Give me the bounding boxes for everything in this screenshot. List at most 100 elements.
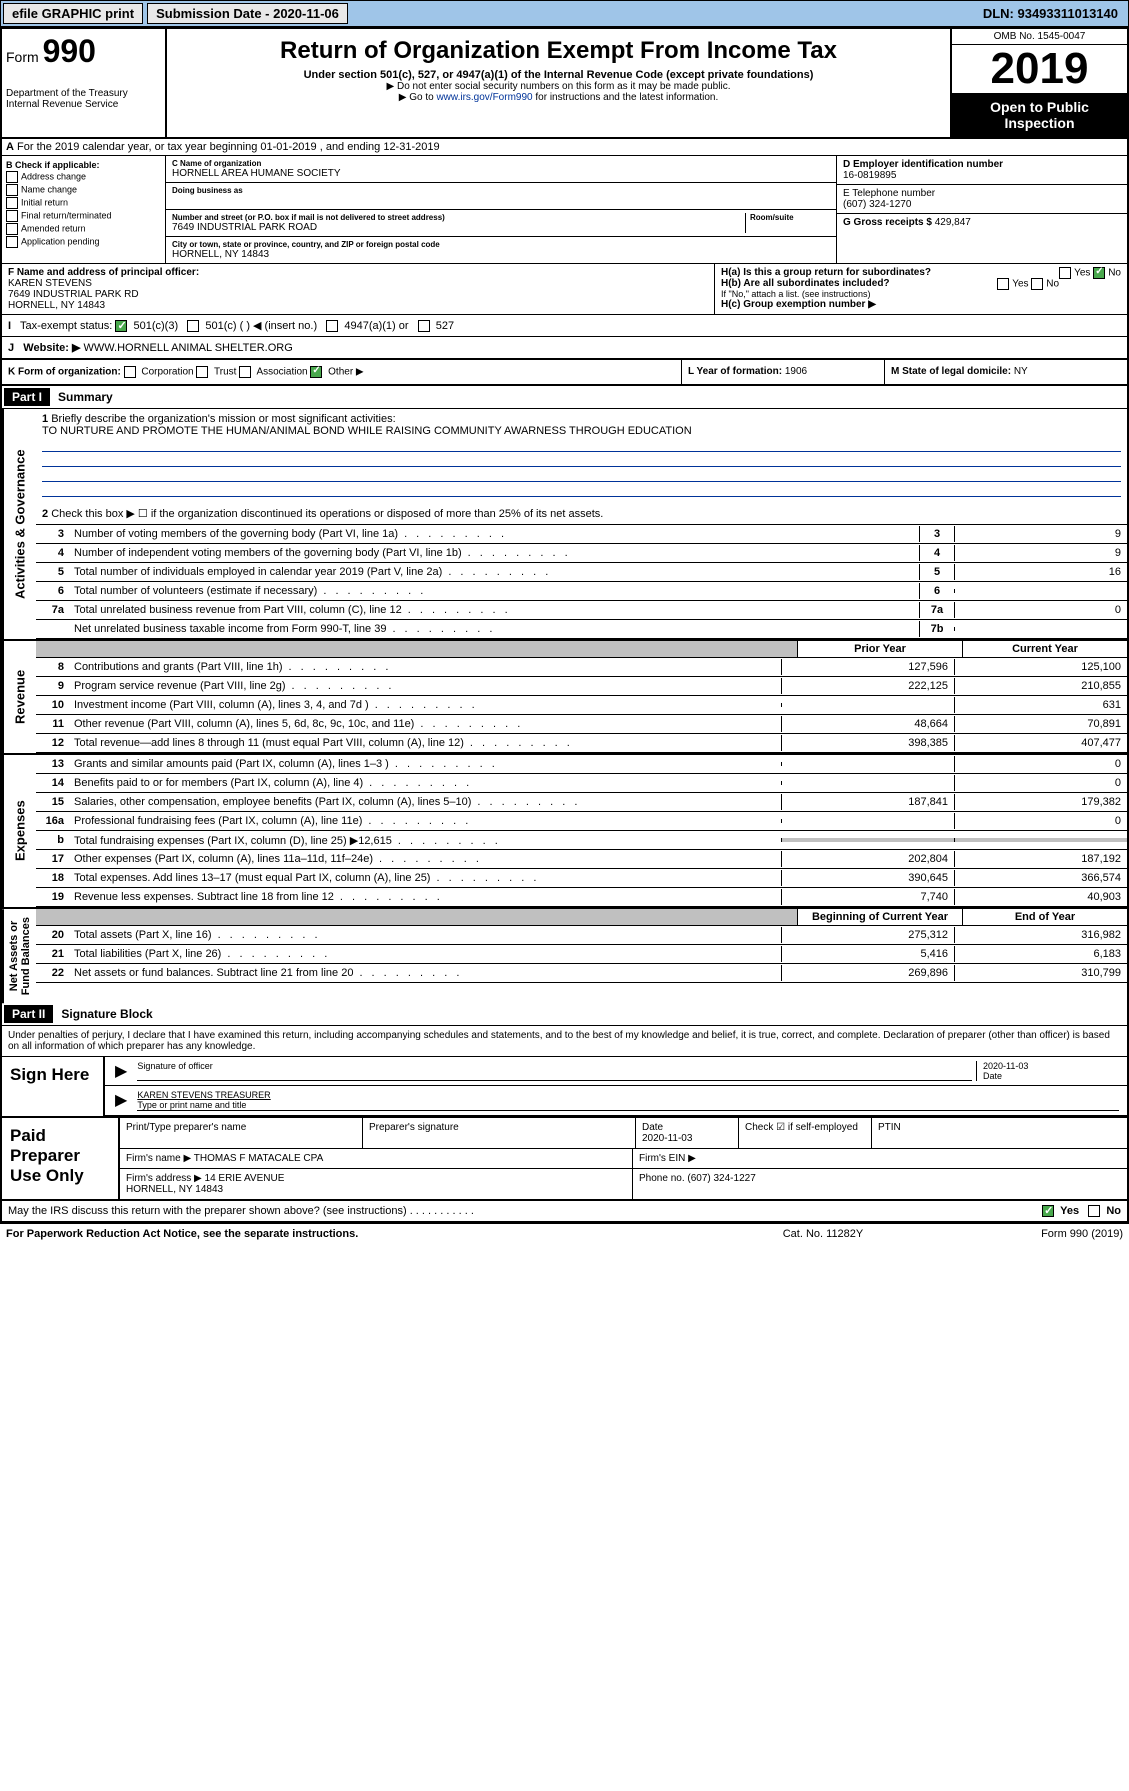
form-prefix: Form bbox=[6, 49, 39, 65]
gov-row: 3Number of voting members of the governi… bbox=[36, 525, 1127, 544]
omb-number: OMB No. 1545-0047 bbox=[952, 29, 1127, 45]
submission-button[interactable]: Submission Date - 2020-11-06 bbox=[147, 3, 348, 24]
year-formation: 1906 bbox=[785, 366, 807, 377]
paid-preparer: Paid Preparer Use Only bbox=[2, 1118, 118, 1199]
public-inspection: Open to Public Inspection bbox=[952, 93, 1127, 137]
exp-row: 17Other expenses (Part IX, column (A), l… bbox=[36, 850, 1127, 869]
exp-row: 18Total expenses. Add lines 13–17 (must … bbox=[36, 869, 1127, 888]
gov-row: 4Number of independent voting members of… bbox=[36, 544, 1127, 563]
box-c: C Name of organizationHORNELL AREA HUMAN… bbox=[166, 156, 836, 263]
col-end: End of Year bbox=[962, 909, 1127, 925]
boxb-opt[interactable]: Application pending bbox=[6, 236, 161, 248]
firm-phone: Phone no. (607) 324-1227 bbox=[633, 1169, 1127, 1199]
dept-text: Department of the Treasury Internal Reve… bbox=[6, 88, 161, 110]
part1-header: Part ISummary bbox=[2, 386, 1127, 409]
tax-status-row: I Tax-exempt status: 501(c)(3) 501(c) ( … bbox=[2, 315, 1127, 337]
form-container: Form 990 Department of the Treasury Inte… bbox=[0, 27, 1129, 1224]
boxb-opt[interactable]: Final return/terminated bbox=[6, 210, 161, 222]
dln-text: DLN: 93493311013140 bbox=[983, 6, 1126, 21]
top-bar: efile GRAPHIC print Submission Date - 20… bbox=[0, 0, 1129, 27]
prep-name-lbl: Print/Type preparer's name bbox=[120, 1118, 363, 1148]
box-deg: D Employer identification number16-08198… bbox=[836, 156, 1127, 263]
sig-officer-lbl: Signature of officer bbox=[137, 1061, 212, 1071]
rev-row: 12Total revenue—add lines 8 through 11 (… bbox=[36, 734, 1127, 753]
firm-name: THOMAS F MATACALE CPA bbox=[194, 1153, 323, 1164]
sig-date: 2020-11-03 bbox=[983, 1061, 1028, 1071]
exp-row: 13Grants and similar amounts paid (Part … bbox=[36, 755, 1127, 774]
hb-yes-checkbox[interactable] bbox=[997, 278, 1009, 290]
side-netassets: Net Assets or Fund Balances bbox=[2, 909, 36, 1003]
side-governance: Activities & Governance bbox=[2, 409, 36, 639]
form-subtitle: Under section 501(c), 527, or 4947(a)(1)… bbox=[171, 69, 946, 81]
mission-text: TO NURTURE AND PROMOTE THE HUMAN/ANIMAL … bbox=[42, 425, 692, 437]
footer-catno: Cat. No. 11282Y bbox=[723, 1228, 923, 1240]
part2-header: Part IISignature Block bbox=[2, 1003, 1127, 1026]
gross-receipts: 429,847 bbox=[935, 217, 971, 228]
gov-row: Net unrelated business taxable income fr… bbox=[36, 620, 1127, 639]
col-beginning: Beginning of Current Year bbox=[797, 909, 962, 925]
ptin-lbl: PTIN bbox=[872, 1118, 1127, 1148]
boxb-opt[interactable]: Initial return bbox=[6, 197, 161, 209]
footer-left: For Paperwork Reduction Act Notice, see … bbox=[6, 1228, 723, 1240]
discuss-yes-checkbox[interactable] bbox=[1042, 1205, 1054, 1217]
box-l: L Year of formation: 1906 bbox=[681, 360, 884, 384]
officer-addr: 7649 INDUSTRIAL PARK RD HORNELL, NY 1484… bbox=[8, 289, 139, 311]
rev-row: 11Other revenue (Part VIII, column (A), … bbox=[36, 715, 1127, 734]
box-k: K Form of organization: Corporation Trus… bbox=[2, 360, 681, 384]
prep-sig-lbl: Preparer's signature bbox=[363, 1118, 636, 1148]
org-name: HORNELL AREA HUMANE SOCIETY bbox=[172, 168, 341, 179]
rev-row: 8Contributions and grants (Part VIII, li… bbox=[36, 658, 1127, 677]
col-current: Current Year bbox=[962, 641, 1127, 657]
boxb-opt[interactable]: Amended return bbox=[6, 223, 161, 235]
ha-no-checkbox[interactable] bbox=[1093, 267, 1105, 279]
net-row: 22Net assets or fund balances. Subtract … bbox=[36, 964, 1127, 983]
exp-row: bTotal fundraising expenses (Part IX, co… bbox=[36, 831, 1127, 850]
ha-yes-checkbox[interactable] bbox=[1059, 267, 1071, 279]
line1: 1 Briefly describe the organization's mi… bbox=[36, 409, 1127, 503]
rev-row: 10Investment income (Part VIII, column (… bbox=[36, 696, 1127, 715]
rev-row: 9Program service revenue (Part VIII, lin… bbox=[36, 677, 1127, 696]
penalty-text: Under penalties of perjury, I declare th… bbox=[2, 1026, 1127, 1057]
gov-row: 5Total number of individuals employed in… bbox=[36, 563, 1127, 582]
hb-no-checkbox[interactable] bbox=[1031, 278, 1043, 290]
side-expenses: Expenses bbox=[2, 755, 36, 907]
exp-row: 14Benefits paid to or for members (Part … bbox=[36, 774, 1127, 793]
phone: (607) 324-1270 bbox=[843, 199, 911, 210]
prep-date: 2020-11-03 bbox=[642, 1133, 692, 1144]
line2: 2 Check this box ▶ ☐ if the organization… bbox=[36, 503, 1127, 525]
box-b: B Check if applicable: Address changeNam… bbox=[2, 156, 166, 263]
firm-ein: Firm's EIN ▶ bbox=[633, 1149, 1127, 1168]
box-f: F Name and address of principal officer:… bbox=[2, 264, 715, 314]
gov-row: 7aTotal unrelated business revenue from … bbox=[36, 601, 1127, 620]
website-row: J Website: ▶ WWW.HORNELL ANIMAL SHELTER.… bbox=[2, 337, 1127, 360]
exp-row: 16aProfessional fundraising fees (Part I… bbox=[36, 812, 1127, 831]
501c3-checkbox[interactable] bbox=[115, 320, 127, 332]
boxb-opt[interactable]: Name change bbox=[6, 184, 161, 196]
header-title: Return of Organization Exempt From Incom… bbox=[167, 29, 950, 137]
form-title: Return of Organization Exempt From Incom… bbox=[171, 37, 946, 65]
irs-link[interactable]: www.irs.gov/Form990 bbox=[436, 92, 532, 103]
form-number: 990 bbox=[43, 33, 96, 69]
sign-here: Sign Here bbox=[2, 1057, 105, 1116]
box-h: H(a) Is this a group return for subordin… bbox=[715, 264, 1127, 314]
officer-name: KAREN STEVENS bbox=[8, 278, 92, 289]
boxb-opt[interactable]: Address change bbox=[6, 171, 161, 183]
net-row: 21Total liabilities (Part X, line 26)5,4… bbox=[36, 945, 1127, 964]
ein: 16-0819895 bbox=[843, 170, 896, 181]
other-checkbox[interactable] bbox=[310, 366, 322, 378]
page-footer: For Paperwork Reduction Act Notice, see … bbox=[0, 1224, 1129, 1244]
efile-button[interactable]: efile GRAPHIC print bbox=[3, 3, 143, 24]
self-employed-check[interactable]: Check ☑ if self-employed bbox=[739, 1118, 872, 1148]
footer-form: Form 990 (2019) bbox=[1041, 1228, 1123, 1240]
officer-sig-name: KAREN STEVENS TREASURER bbox=[137, 1090, 270, 1100]
tax-year: 2019 bbox=[952, 45, 1127, 93]
org-city: HORNELL, NY 14843 bbox=[172, 249, 269, 260]
note-ssn: ▶ Do not enter social security numbers o… bbox=[171, 81, 946, 92]
box-m: M State of legal domicile: NY bbox=[884, 360, 1127, 384]
org-address: 7649 INDUSTRIAL PARK ROAD bbox=[172, 222, 317, 233]
exp-row: 15Salaries, other compensation, employee… bbox=[36, 793, 1127, 812]
period-row: A For the 2019 calendar year, or tax yea… bbox=[2, 139, 1127, 156]
header-right: OMB No. 1545-0047 2019 Open to Public In… bbox=[950, 29, 1127, 137]
net-row: 20Total assets (Part X, line 16)275,3123… bbox=[36, 926, 1127, 945]
discuss-no-checkbox[interactable] bbox=[1088, 1205, 1100, 1217]
